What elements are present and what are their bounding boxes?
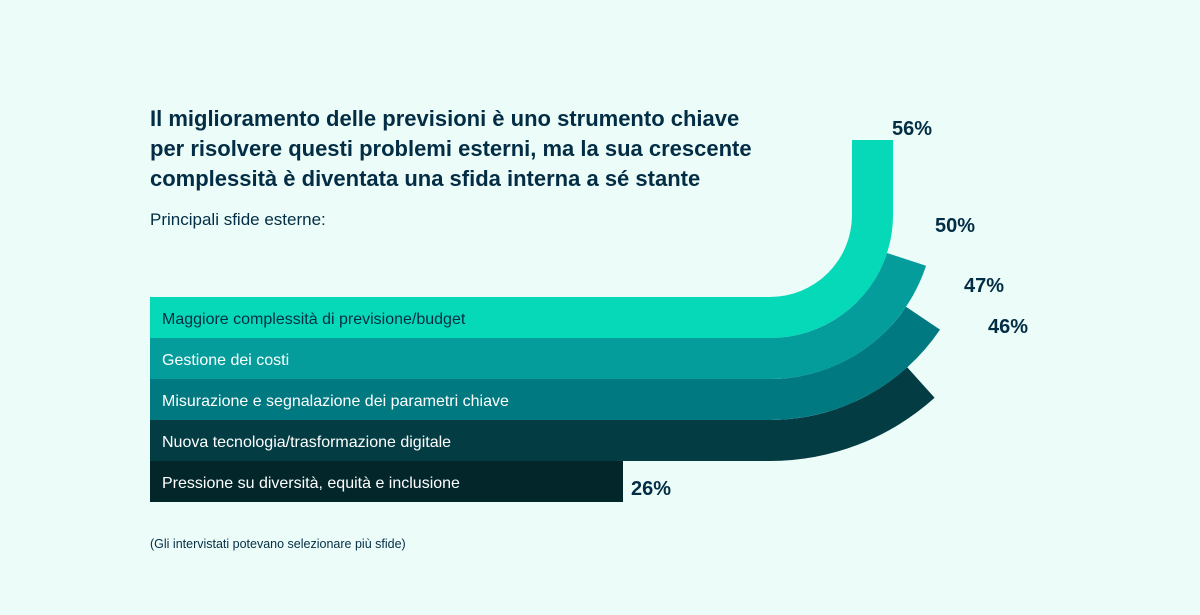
bar-3	[150, 306, 940, 420]
bar-2	[150, 253, 926, 380]
value-label-4: 46%	[988, 316, 1028, 338]
category-label-1: Maggiore complessità di previsione/budge…	[162, 311, 466, 328]
bar-5	[150, 461, 623, 502]
chart-title: Il miglioramento delle previsioni è uno …	[150, 104, 790, 194]
category-label-5: Pressione su diversità, equità e inclusi…	[162, 475, 460, 492]
chart-title-line-3: complessità è diventata una sfida intern…	[150, 166, 701, 191]
value-label-5: 26%	[631, 478, 671, 500]
category-label-3: Misurazione e segnalazione dei parametri…	[162, 393, 509, 410]
chart-title-line-2: per risolvere questi problemi esterni, m…	[150, 136, 752, 161]
category-label-2: Gestione dei costi	[162, 352, 289, 369]
value-label-2: 50%	[935, 215, 975, 237]
value-label-3: 47%	[964, 275, 1004, 297]
chart-title-line-1: Il miglioramento delle previsioni è uno …	[150, 106, 740, 131]
bar-4	[150, 367, 935, 461]
value-label-1: 56%	[892, 118, 932, 140]
footnote: (Gli intervistati potevano selezionare p…	[150, 537, 406, 551]
chart-subtitle: Principali sfide esterne:	[150, 210, 326, 229]
category-label-4: Nuova tecnologia/trasformazione digitale	[162, 434, 451, 451]
bar-1	[150, 140, 893, 338]
